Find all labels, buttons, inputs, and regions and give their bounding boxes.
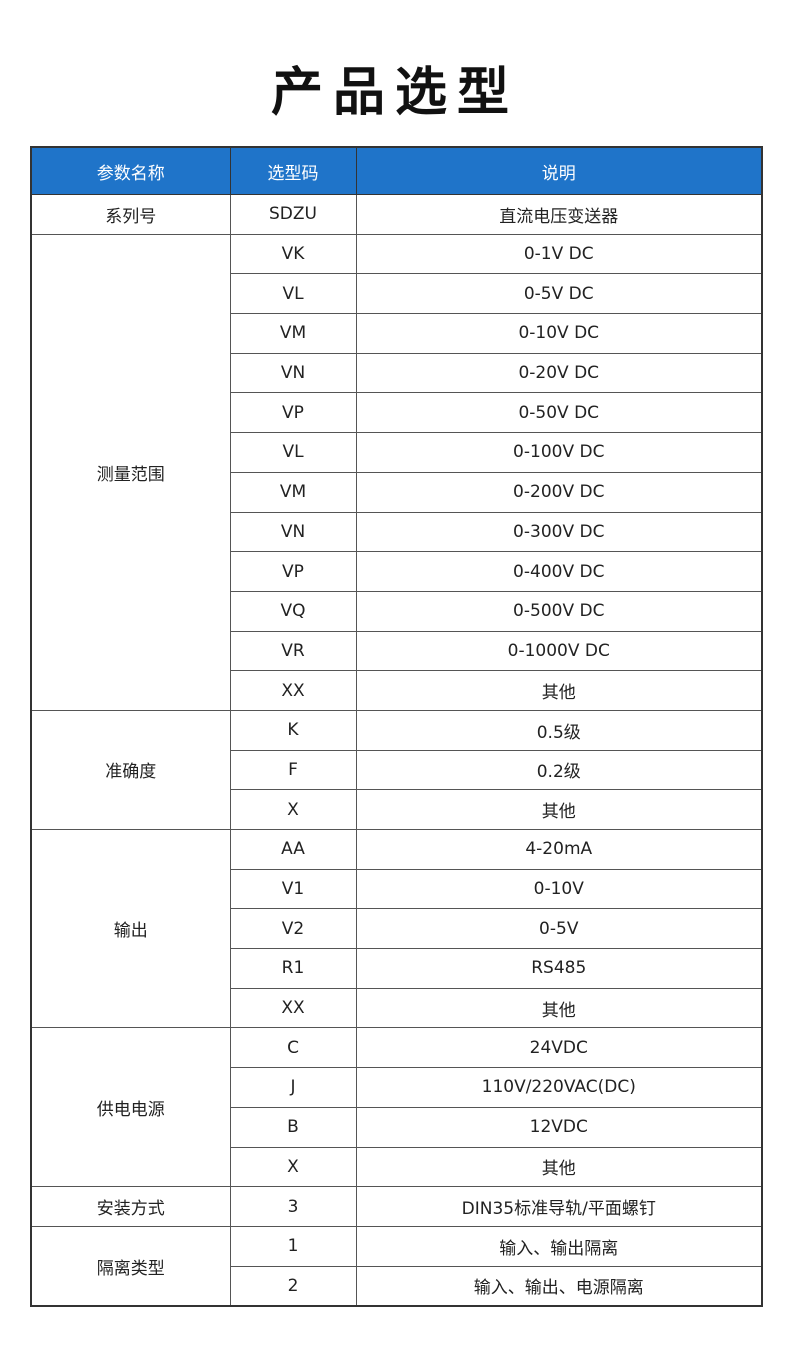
code-cell: C: [229, 1027, 357, 1069]
parameter-name-cell: 系列号: [30, 194, 231, 235]
description-cell: 其他: [355, 670, 763, 711]
code-cell: J: [229, 1067, 357, 1108]
description-cell: 0.5级: [355, 709, 763, 751]
description-cell: 0-50V DC: [355, 392, 763, 434]
description-cell: 0.2级: [355, 749, 763, 791]
table-row: 系列号 SDZU 直流电压变送器: [30, 194, 763, 235]
parameter-name-cell: 隔离类型: [30, 1225, 231, 1307]
code-cell: 1: [229, 1225, 357, 1267]
code-cell: VL: [229, 432, 357, 473]
table-row: 测量范围 VK 0-1V DC: [30, 233, 763, 711]
column-header-description: 说明: [355, 146, 763, 195]
code-cell: VR: [229, 630, 357, 672]
table-row: V1 0-10V: [31, 868, 763, 910]
table-row: F 0.2级: [31, 749, 763, 791]
table-row: VR 0-1000V DC: [31, 630, 763, 672]
description-cell: 0-10V: [355, 868, 763, 910]
table-row: VP 0-50V DC: [31, 392, 763, 434]
column-header-code: 选型码: [229, 146, 357, 195]
table-row: J 110V/220VAC(DC): [31, 1067, 763, 1108]
description-cell: DIN35标准导轨/平面螺钉: [355, 1186, 763, 1227]
table-body: 系列号 SDZU 直流电压变送器 测量范围 VK 0-1V DC VL 0-5V DC VM 0-…: [30, 194, 763, 1307]
description-cell: 0-5V: [355, 908, 763, 950]
code-cell: VM: [229, 471, 357, 513]
description-cell: 0-400V DC: [355, 551, 763, 592]
code-cell: VP: [229, 392, 357, 434]
code-cell: VL: [229, 273, 357, 315]
description-cell: 0-100V DC: [355, 432, 763, 473]
table-row: X 其他: [31, 1146, 763, 1188]
code-cell: VN: [229, 511, 357, 553]
table-row: 准确度 K 0.5级: [30, 709, 763, 831]
description-cell: 其他: [355, 1146, 763, 1188]
description-cell: 0-5V DC: [355, 273, 763, 315]
code-cell: VQ: [229, 590, 357, 632]
code-cell: R1: [229, 948, 357, 989]
table-row: R1 RS485: [31, 948, 763, 989]
table-row: 供电电源 C 24VDC: [30, 1027, 763, 1188]
code-cell: VM: [229, 313, 357, 354]
description-cell: 输入、输出、电源隔离: [355, 1265, 763, 1307]
table-row: 2 输入、输出、电源隔离: [31, 1265, 763, 1307]
description-cell: 0-500V DC: [355, 590, 763, 632]
code-cell: AA: [229, 829, 357, 870]
table-row: VL 0-5V DC: [31, 273, 763, 315]
table-row: 安装方式 3 DIN35标准导轨/平面螺钉: [30, 1186, 763, 1227]
parameter-name-cell: 安装方式: [30, 1186, 231, 1227]
description-cell: 0-10V DC: [355, 313, 763, 354]
description-cell: 0-1V DC: [355, 233, 763, 275]
code-cell: XX: [229, 670, 357, 711]
code-cell: V1: [229, 868, 357, 910]
table-row: VM 0-200V DC: [31, 471, 763, 513]
page-title: 产品选型: [270, 63, 519, 123]
description-cell: 0-300V DC: [355, 511, 763, 553]
table-row: B 12VDC: [31, 1106, 763, 1148]
code-cell: XX: [229, 987, 357, 1029]
table-row: XX 其他: [31, 670, 763, 711]
parameter-name-cell: 准确度: [30, 709, 231, 831]
description-cell: 输入、输出隔离: [355, 1225, 763, 1267]
description-cell: 0-1000V DC: [355, 630, 763, 672]
code-cell: F: [229, 749, 357, 791]
description-cell: 12VDC: [355, 1106, 763, 1148]
table-row: V2 0-5V: [31, 908, 763, 950]
code-cell: X: [229, 1146, 357, 1188]
code-cell: V2: [229, 908, 357, 950]
code-cell: VN: [229, 352, 357, 394]
code-cell: X: [229, 789, 357, 830]
code-cell: 2: [229, 1265, 357, 1307]
description-cell: 110V/220VAC(DC): [355, 1067, 763, 1108]
selection-table: 参数名称 选型码 说明 系列号 SDZU 直流电压变送器 测量范围 VK 0-1V DC V…: [30, 146, 763, 1308]
table-header-row: 参数名称 选型码 说明: [30, 146, 763, 195]
parameter-name-cell: 供电电源: [30, 1027, 231, 1188]
table-row: VN 0-20V DC: [31, 352, 763, 394]
table-row: VP 0-400V DC: [31, 551, 763, 592]
parameter-name-cell: 输出: [30, 828, 231, 1029]
description-cell: 其他: [355, 987, 763, 1029]
description-cell: 0-200V DC: [355, 471, 763, 513]
description-cell: 直流电压变送器: [355, 194, 763, 235]
description-cell: 其他: [355, 789, 763, 830]
table-row: VL 0-100V DC: [31, 432, 763, 473]
code-cell: 3: [229, 1186, 357, 1227]
column-header-parameter: 参数名称: [30, 146, 231, 195]
table-row: VM 0-10V DC: [31, 313, 763, 354]
table-row: 输出 AA 4-20mA: [30, 828, 763, 1029]
code-cell: K: [229, 709, 357, 751]
table-row: XX 其他: [31, 987, 763, 1029]
description-cell: 4-20mA: [355, 829, 763, 870]
description-cell: RS485: [355, 948, 763, 989]
parameter-name-cell: 测量范围: [30, 233, 231, 711]
table-row: VN 0-300V DC: [31, 511, 763, 553]
code-cell: SDZU: [229, 194, 357, 235]
code-cell: VK: [229, 233, 357, 275]
description-cell: 24VDC: [355, 1027, 763, 1069]
code-cell: VP: [229, 551, 357, 592]
description-cell: 0-20V DC: [355, 352, 763, 394]
table-row: 隔离类型 1 输入、输出隔离: [30, 1225, 763, 1307]
code-cell: B: [229, 1106, 357, 1148]
